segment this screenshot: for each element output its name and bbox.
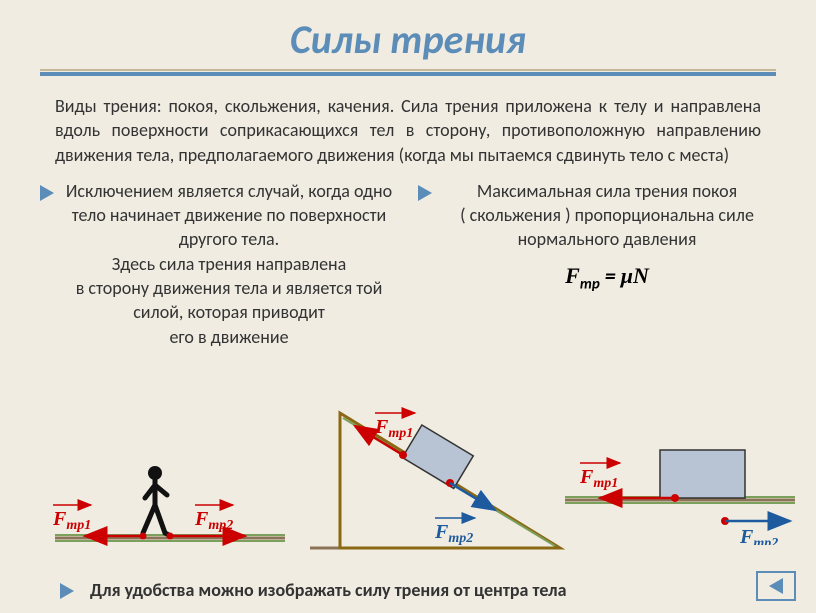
page-title: Силы трения [0, 0, 816, 72]
back-button[interactable] [756, 571, 796, 601]
bullet-arrow-icon [418, 185, 432, 201]
bullet-right-text: Максимальная сила трения покоя ( скольже… [438, 179, 776, 252]
bullet-right: Максимальная сила трения покоя ( скольже… [418, 179, 776, 349]
diagram-flat-block: Fтр1 Fтр2 [555, 405, 805, 545]
footer-row: Для удобства можно изображать силу трени… [60, 579, 756, 601]
bullet-row: Исключением является случай, когда одно … [40, 179, 776, 349]
diagrams-area: Fтр1 Fтр2 Fтр1 Fтр2 Fтр1 Fтр2 [0, 383, 816, 563]
intro-text: Виды трения: покоя, скольжения, качения.… [55, 94, 761, 167]
svg-text:Fтр2: Fтр2 [434, 521, 473, 546]
title-divider [40, 72, 776, 76]
svg-text:Fтр2: Fтр2 [739, 526, 778, 545]
diagram-incline: Fтр1 Fтр2 [300, 383, 570, 563]
svg-text:Fтр1: Fтр1 [52, 508, 91, 533]
bullet-left: Исключением является случай, когда одно … [40, 179, 398, 349]
bullet-arrow-icon [60, 583, 74, 599]
bullet-arrow-icon [40, 185, 54, 201]
formula: Fтр = μN [438, 262, 776, 293]
bullet-left-text: Исключением является случай, когда одно … [60, 179, 398, 349]
svg-text:Fтр1: Fтр1 [374, 416, 413, 441]
footer-text: Для удобства можно изображать силу трени… [90, 579, 567, 601]
svg-text:Fтр1: Fтр1 [579, 466, 618, 491]
svg-text:Fтр2: Fтр2 [194, 508, 233, 533]
diagram-walking: Fтр1 Fтр2 [35, 433, 295, 563]
